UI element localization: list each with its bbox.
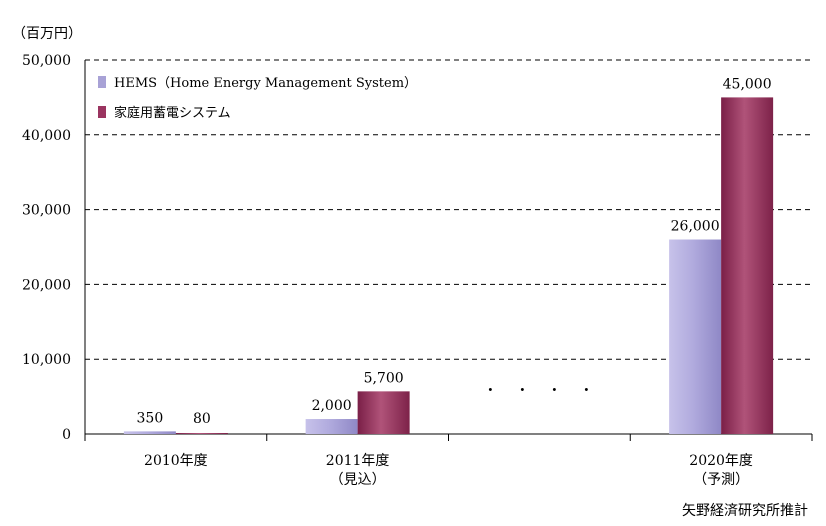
y-tick-label: 10,000 [22, 352, 71, 368]
data-label: 2,000 [312, 398, 352, 414]
bar [305, 419, 358, 434]
y-tick-label: 50,000 [22, 53, 71, 69]
data-label: 5,700 [364, 370, 404, 386]
data-label: 350 [137, 410, 164, 426]
bar [123, 431, 176, 434]
x-tick-label: 2020年度 [689, 453, 753, 469]
data-label: 26,000 [671, 219, 720, 235]
unit-label: （百万円） [12, 26, 82, 42]
bar [721, 97, 774, 435]
source-note: 矢野経済研究所推計 [682, 503, 808, 519]
x-tick-label: 2011年度 [326, 453, 390, 469]
x-tick-label: （予測） [693, 472, 749, 488]
legend-label: HEMS（Home Energy Management System） [114, 76, 417, 91]
y-tick-label: 40,000 [22, 128, 71, 144]
data-label: 80 [193, 411, 211, 427]
plot-area: 0 10,000 20,000 30,000 40,000 50,000 2010年度 350… [22, 53, 813, 488]
y-tick-label: 30,000 [22, 203, 71, 219]
bar [357, 391, 410, 434]
legend: HEMS（Home Energy Management System） 家庭用蓄電… [98, 76, 417, 121]
x-tick-label: （見込） [330, 472, 386, 488]
legend-label: 家庭用蓄電システム [114, 105, 231, 121]
y-tick-label: 20,000 [22, 277, 71, 293]
bar [669, 239, 722, 434]
x-tick-label: 2010年度 [144, 453, 208, 469]
gap-marker: ・ ・ ・ ・ [483, 383, 595, 399]
bar [175, 433, 228, 434]
legend-swatch [98, 106, 106, 118]
legend-swatch [98, 76, 106, 88]
data-label: 45,000 [723, 76, 772, 92]
y-tick-label: 0 [62, 427, 71, 443]
